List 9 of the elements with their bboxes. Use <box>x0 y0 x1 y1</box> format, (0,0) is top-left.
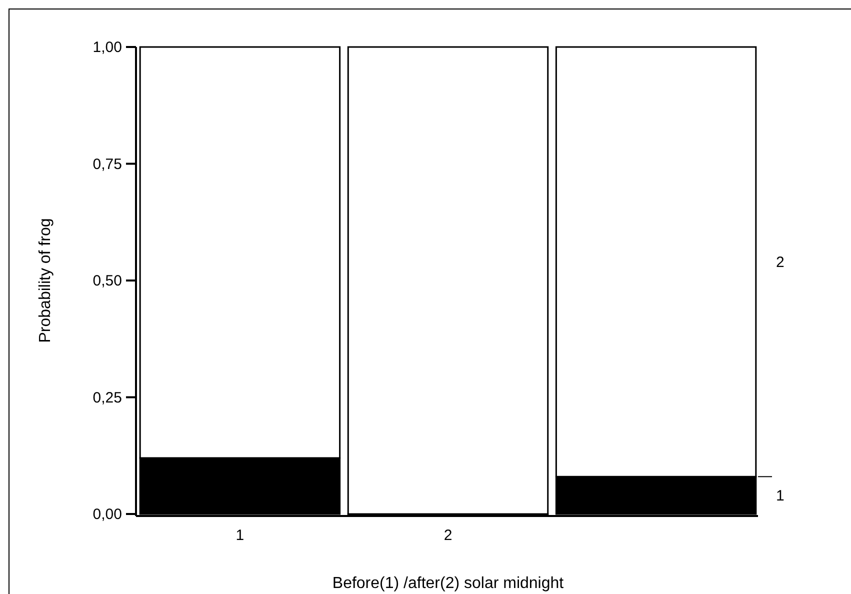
series-label: 2 <box>776 254 784 271</box>
y-tick-label: 0,75 <box>92 156 122 173</box>
y-tick-label: 0,50 <box>92 272 122 290</box>
x-axis-title: Before(1) /after(2) solar midnight <box>332 575 564 592</box>
y-tick-label: 0,25 <box>92 389 122 406</box>
y-axis-title: Probability of frog <box>37 218 54 343</box>
y-tick-label: 0,00 <box>92 506 122 523</box>
y-tick-label: 1,00 <box>92 39 122 56</box>
legend-label: 1 <box>776 487 784 504</box>
